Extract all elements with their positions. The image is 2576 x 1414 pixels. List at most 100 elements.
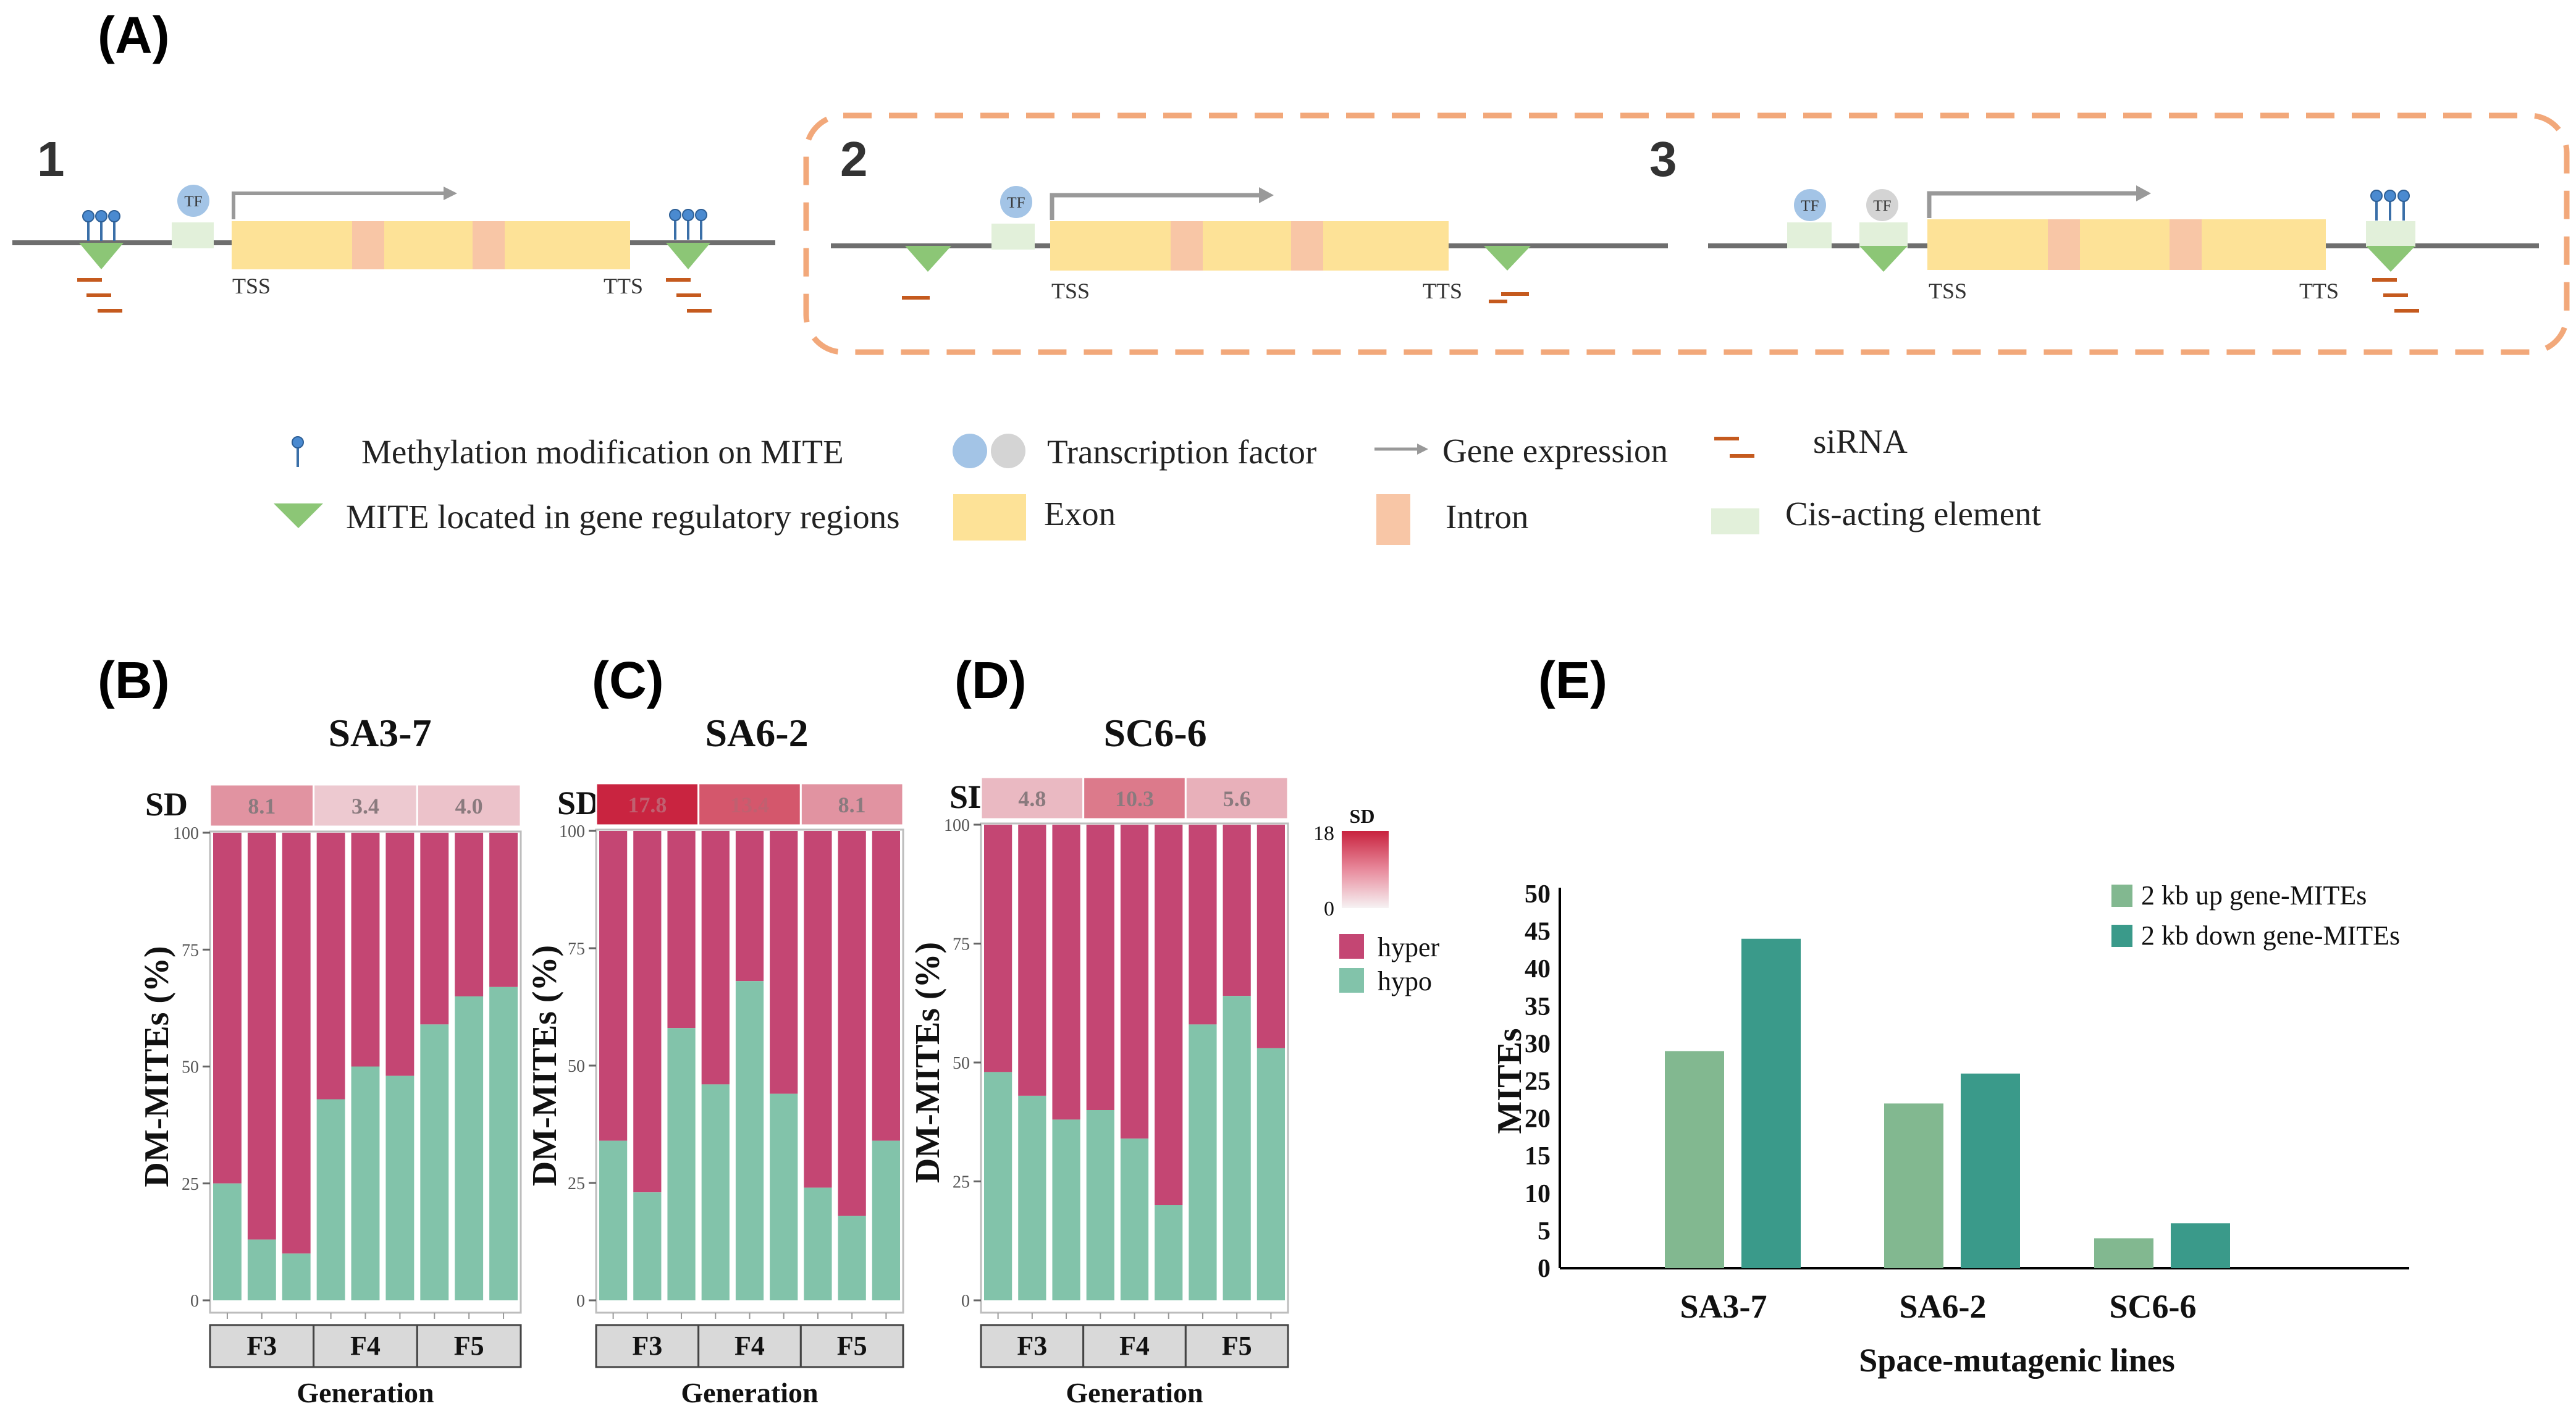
x-axis-label: Generation xyxy=(1066,1377,1203,1408)
arrow-head xyxy=(1417,444,1428,455)
arrow-head xyxy=(1259,187,1274,203)
generation-label: F3 xyxy=(1017,1331,1047,1361)
bar-hypo xyxy=(701,1084,730,1300)
x-axis-label: Space-mutagenic lines xyxy=(1859,1342,2174,1379)
methylation-pin-icon xyxy=(2370,190,2383,221)
bar-hypo xyxy=(282,1253,311,1300)
panel-label-a: (A) xyxy=(98,6,170,64)
generation-label: F5 xyxy=(454,1331,484,1361)
sd-label: SD xyxy=(557,785,600,822)
bar-hypo xyxy=(385,1075,415,1300)
bar-hyper xyxy=(247,833,276,1240)
bar-hyper xyxy=(213,833,242,1184)
tf-label: TF xyxy=(1007,195,1025,211)
panel-label-b: (B) xyxy=(98,651,170,709)
bar-hypo xyxy=(1189,1024,1217,1300)
tf-blue-icon xyxy=(953,434,987,468)
y-axis-label: DM-MITEs (%) xyxy=(526,945,564,1186)
tf-label: TF xyxy=(1801,198,1819,214)
hypo-swatch xyxy=(1339,968,1364,993)
generation-label: F4 xyxy=(350,1331,381,1361)
bar-hypo xyxy=(838,1216,866,1300)
generation-label: F5 xyxy=(837,1331,867,1361)
generation-strip xyxy=(1082,1324,1187,1368)
tf-icon xyxy=(1794,189,1826,221)
bar-hyper xyxy=(420,833,449,1025)
generation-label: F5 xyxy=(1222,1331,1252,1361)
y-tick-label: 30 xyxy=(1525,1030,1551,1058)
y-tick-label: 50 xyxy=(953,1054,970,1073)
chart-panel-e: 0 5 10 15 20 25 30 35 40 45 50 MITEs SA3-7 SA6-2 SC6-6… xyxy=(1491,880,2409,1379)
generation-strip xyxy=(980,1324,1085,1368)
bar-hyper xyxy=(770,831,798,1094)
x-axis-label: Generation xyxy=(297,1377,434,1408)
y-tick-label: 45 xyxy=(1525,918,1551,946)
dashed-box xyxy=(803,112,2570,355)
sd-legend-title: SD xyxy=(1350,805,1375,827)
sd-cell xyxy=(799,782,904,827)
cis-swatch xyxy=(1711,508,1759,534)
scenario-number-2: 2 xyxy=(840,132,868,187)
bar-hypo xyxy=(770,1093,798,1300)
y-axis-label: MITEs xyxy=(1491,1028,1529,1134)
sd-value: 5.6 xyxy=(1223,786,1251,811)
y-tick-label: 75 xyxy=(182,941,199,960)
bar-up xyxy=(1665,1051,1724,1268)
bar-hyper xyxy=(984,825,1012,1072)
methylation-pin-icon xyxy=(2397,190,2410,221)
sd-cell xyxy=(595,782,700,827)
bar-down xyxy=(2171,1223,2230,1268)
expression-arrow-icon xyxy=(1927,191,2137,218)
exon xyxy=(1927,219,2326,270)
sirna-icon xyxy=(666,278,712,313)
intron xyxy=(352,221,384,269)
generation-label: F4 xyxy=(734,1331,765,1361)
y-tick-label: 0 xyxy=(1538,1255,1551,1283)
y-axis-label: DM-MITEs (%) xyxy=(138,946,176,1187)
bar-hypo xyxy=(872,1140,900,1300)
methylation-pin-icon xyxy=(108,210,120,241)
methylation-pin-icon xyxy=(682,209,694,240)
sd-legend-min: 0 xyxy=(1324,898,1334,920)
y-tick-label: 50 xyxy=(568,1057,585,1076)
y-tick-label: 75 xyxy=(953,935,970,954)
exon xyxy=(1050,221,1449,271)
generation-strip xyxy=(416,1324,522,1368)
sd-legend-max: 18 xyxy=(1313,822,1334,845)
expression-arrow-icon xyxy=(1050,193,1260,220)
methylation-pin-icon xyxy=(95,210,107,241)
legend-mite: MITE located in gene regulatory regions xyxy=(346,498,900,536)
tf-icon xyxy=(1000,186,1032,218)
intron xyxy=(2048,219,2080,270)
chart-title: SA3-7 xyxy=(328,711,431,755)
bar-hypo xyxy=(1155,1205,1183,1300)
bar-hypo xyxy=(420,1024,449,1300)
legend-hypo: hypo xyxy=(1378,966,1432,996)
bar-hyper xyxy=(1018,825,1046,1096)
intron-swatch xyxy=(1376,494,1410,545)
sd-value: 13.4 xyxy=(730,793,769,817)
tss-label: TSS xyxy=(1929,279,1967,303)
chart-panel-b: SA3-7 SD 8.1 3.4 4.0 0 25 50 75 100 DM-MITEs (%) F3… xyxy=(138,711,522,1408)
y-tick-label: 10 xyxy=(1525,1180,1551,1208)
exon xyxy=(232,221,630,269)
cis-element xyxy=(991,224,1035,250)
bar-hypo xyxy=(667,1028,696,1300)
bar-hypo xyxy=(804,1187,832,1300)
category-label: SA6-2 xyxy=(1899,1288,1986,1325)
bar-hypo xyxy=(1052,1119,1080,1300)
sd-legend: SD 18 0 hyper hypo xyxy=(1313,805,1440,996)
tf-label: TF xyxy=(184,193,202,210)
y-tick-label: 0 xyxy=(961,1292,970,1311)
intron xyxy=(1171,221,1203,271)
mite-triangle-icon xyxy=(1484,246,1531,271)
tss-label: TSS xyxy=(1051,279,1090,303)
sd-value: 17.8 xyxy=(628,793,667,817)
chart-panel-c: SA6-2 SD 17.8 13.4 8.1 0 25 50 75 100 DM-MITEs (%)… xyxy=(526,711,904,1408)
bar-hyper xyxy=(489,833,518,987)
legend-swatch xyxy=(2111,925,2132,947)
bar-hyper xyxy=(282,833,311,1254)
expression-arrow-icon xyxy=(232,191,448,219)
y-tick-label: 5 xyxy=(1538,1217,1551,1245)
